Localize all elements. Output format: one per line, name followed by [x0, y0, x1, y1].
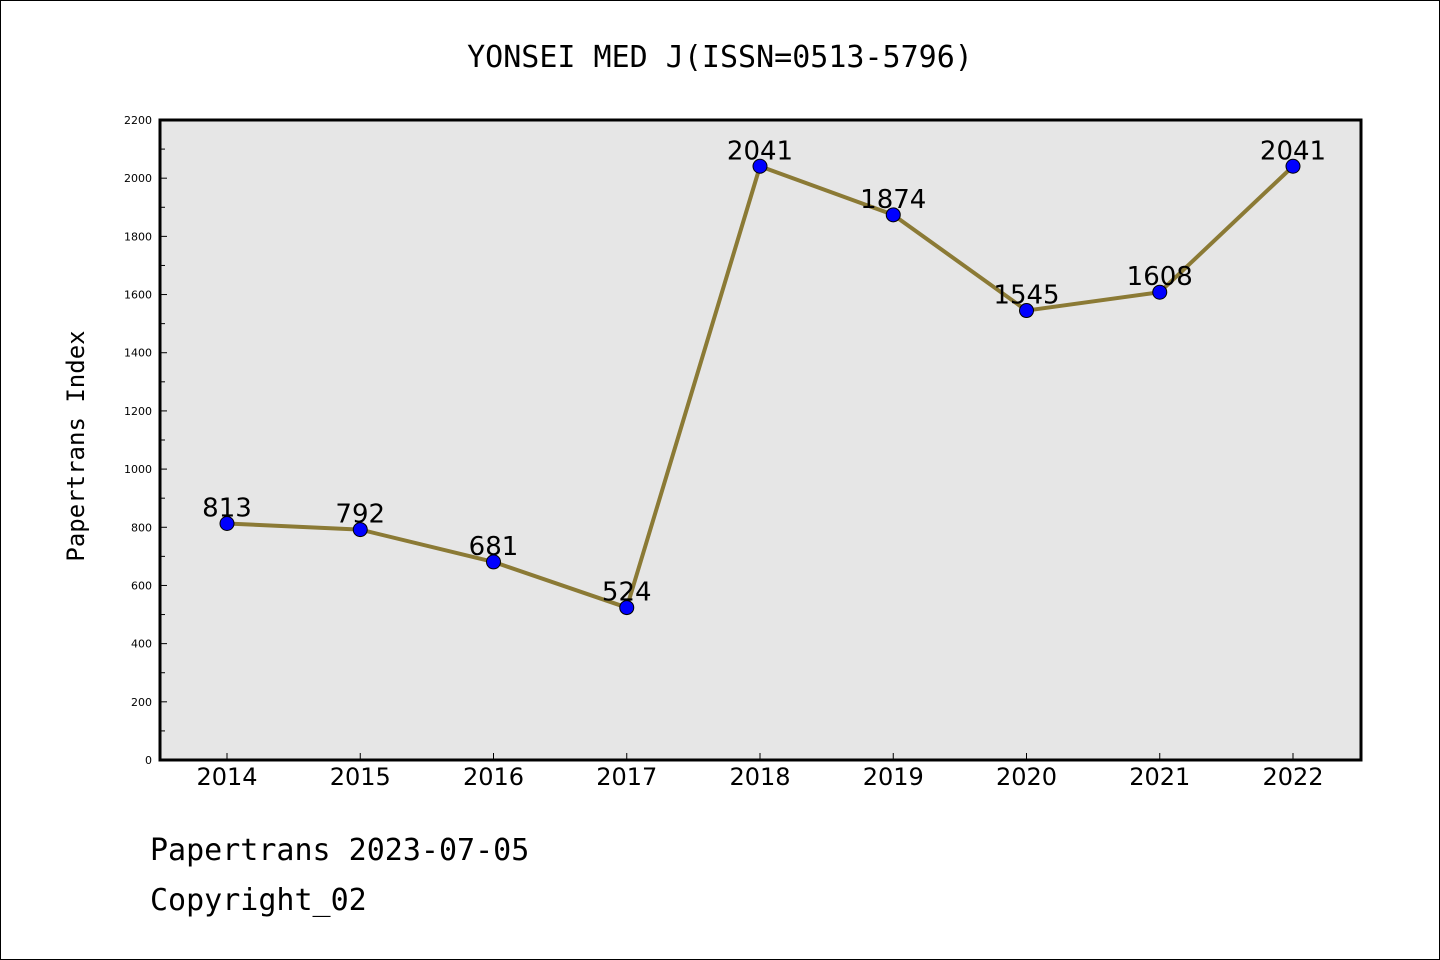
data-label: 1608: [1127, 262, 1193, 292]
y-tick-label: 600: [131, 579, 152, 592]
x-tick-label: 2019: [863, 763, 924, 791]
plot-area: [160, 120, 1361, 760]
data-points: [219, 158, 1301, 616]
plot-border: [158, 118, 1363, 762]
y-tick-label: 1600: [124, 289, 152, 302]
x-tick-label: 2018: [729, 763, 790, 791]
data-point: [752, 158, 768, 174]
data-label: 524: [602, 578, 652, 608]
data-point: [885, 207, 901, 223]
data-label: 2041: [727, 136, 793, 166]
data-label: 1545: [993, 281, 1059, 311]
x-tick-label: 2020: [996, 763, 1057, 791]
data-label: 792: [335, 500, 385, 530]
y-tick-label: 2000: [124, 172, 152, 185]
y-tick-label: 1800: [124, 230, 152, 243]
footer-copyright: Copyright_02: [150, 883, 367, 918]
y-tick-label: 200: [131, 696, 152, 709]
chart-title: YONSEI MED J(ISSN=0513-5796): [467, 40, 973, 75]
data-label: 813: [202, 493, 252, 523]
data-point: [352, 522, 368, 538]
data-point: [486, 554, 501, 570]
y-axis-ticks: 0 200 400 600 800 1000 1200 1400 1600 1800 2000 220…: [124, 114, 167, 767]
data-point: [1285, 158, 1301, 174]
data-labels: 813 792 681 524 2041 1874 1545 1608 2041: [202, 136, 1326, 607]
x-axis-ticks: 2014 2015 2016 2017 2018 2019 2020 2021 2022: [196, 753, 1324, 791]
x-tick-label: 2014: [196, 763, 257, 791]
y-tick-label: 1200: [124, 405, 152, 418]
x-tick-label: 2015: [330, 763, 391, 791]
y-tick-label: 2200: [124, 114, 152, 127]
y-tick-label: 400: [131, 638, 152, 651]
y-axis-label: Papertrans Index: [62, 330, 90, 561]
data-label: 681: [469, 532, 519, 562]
x-tick-label: 2021: [1129, 763, 1190, 791]
data-point: [1019, 303, 1034, 319]
data-point: [619, 600, 635, 616]
data-label: 2041: [1260, 136, 1326, 166]
x-tick-label: 2017: [596, 763, 657, 791]
y-tick-label: 800: [131, 521, 152, 534]
footer-date: Papertrans 2023-07-05: [150, 833, 530, 868]
y-tick-label: 0: [145, 754, 152, 767]
x-tick-label: 2022: [1262, 763, 1323, 791]
y-tick-label: 1400: [124, 347, 152, 360]
data-label: 1874: [860, 185, 926, 215]
data-point: [1152, 284, 1168, 300]
x-tick-label: 2016: [463, 763, 524, 791]
data-point: [219, 515, 235, 531]
y-tick-label: 1000: [124, 463, 152, 476]
